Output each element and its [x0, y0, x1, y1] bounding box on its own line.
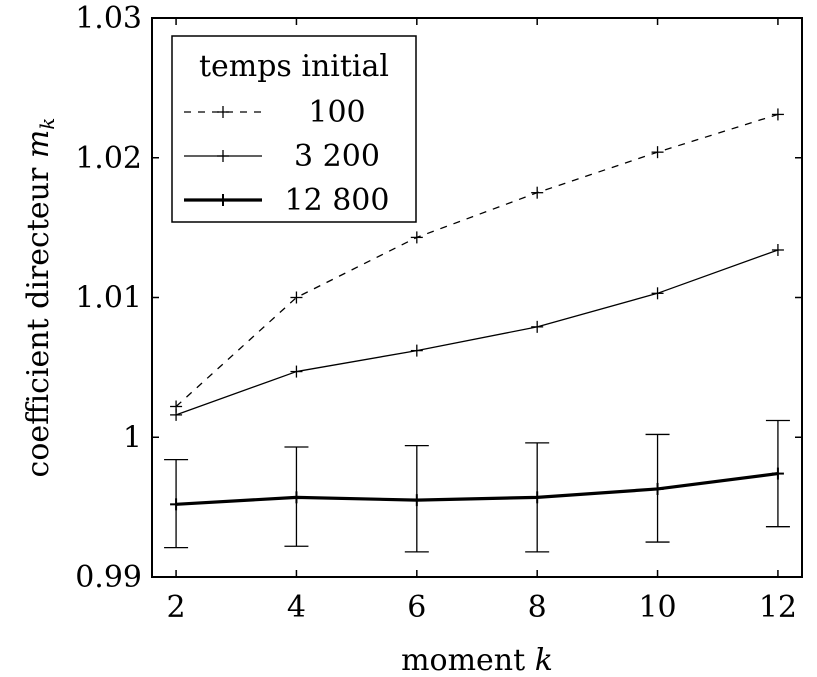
legend-label-0: 100	[308, 95, 365, 130]
axis-ticks: 2 4 6 8 10 12 0.99 1 1.01 1.02 1.03	[75, 1, 802, 625]
y-axis-label-variable: m	[21, 130, 56, 158]
series-2	[164, 419, 790, 553]
x-tick-label: 12	[759, 590, 797, 625]
plot-marks	[164, 108, 790, 553]
y-tick-label: 1.03	[75, 1, 142, 36]
x-tick-label: 10	[638, 590, 676, 625]
legend-box	[171, 35, 417, 223]
x-tick-label: 4	[287, 590, 306, 625]
legend-title: temps initial	[199, 49, 389, 84]
x-tick-label: 8	[528, 590, 547, 625]
series-line	[175, 471, 779, 506]
x-axis-label-variable: k	[535, 643, 553, 677]
y-tick-label: 1.01	[75, 281, 142, 316]
series-1	[170, 243, 784, 421]
y-axis-label: coefficient directeur mk	[21, 118, 59, 478]
legend-label-2: 12 800	[285, 183, 390, 218]
y-axis-label-subscript: k	[35, 118, 59, 130]
series-0	[170, 108, 784, 413]
series-line	[175, 249, 779, 416]
y-tick-label: 0.99	[75, 560, 142, 595]
y-tick-label: 1	[123, 420, 142, 455]
x-axis-label-text: moment	[401, 643, 525, 677]
y-tick-label: 1.02	[75, 141, 142, 176]
x-axis-label: moment k	[401, 643, 553, 677]
legend: temps initial 100 3 200 12 800	[171, 35, 417, 223]
x-tick-label: 6	[407, 590, 426, 625]
x-tick-label: 2	[167, 590, 186, 625]
legend-label-1: 3 200	[294, 139, 380, 174]
y-axis-label-text: coefficient directeur	[21, 167, 56, 477]
